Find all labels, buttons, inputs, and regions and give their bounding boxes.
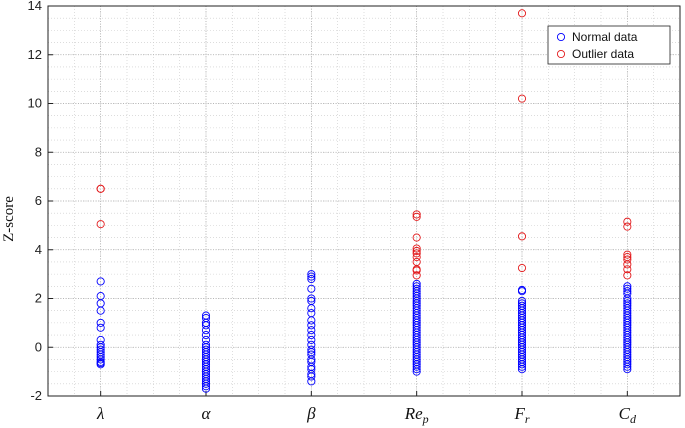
normal-point-lambda — [96, 360, 105, 369]
normal-point-fr — [517, 365, 527, 374]
normal-point-alpha — [201, 331, 211, 340]
normal-point-fr — [517, 362, 527, 371]
outlier-point-fr — [517, 94, 527, 103]
outlier-point-fr — [517, 263, 527, 273]
normal-point-beta — [307, 321, 316, 330]
normal-point-beta — [307, 331, 316, 340]
outlier-point-cd — [623, 217, 632, 226]
x-tick-label-alpha: α — [202, 404, 212, 423]
outlier-point-cd — [623, 260, 632, 269]
normal-point-cd — [623, 360, 632, 369]
x-tick-label-cd: Cd — [619, 404, 637, 426]
normal-point-rep — [412, 362, 421, 371]
normal-point-beta — [307, 372, 316, 381]
outlier-point-rep — [412, 246, 421, 256]
outlier-point-rep — [412, 271, 421, 280]
normal-point-lambda — [96, 323, 105, 332]
outlier-point-cd — [623, 271, 632, 280]
normal-point-beta — [307, 270, 316, 279]
y-tick-label: 10 — [28, 96, 42, 111]
normal-point-rep — [412, 367, 421, 376]
y-axis: -2 0 2 4 6 8 10 12 14 — [28, 0, 53, 403]
legend-marker-1 — [556, 49, 566, 59]
y-tick-label: -2 — [30, 388, 42, 403]
normal-point-alpha — [201, 321, 211, 330]
x-tick-label-lambda: λ — [96, 404, 104, 423]
normal-point-alpha — [201, 326, 211, 335]
normal-point-alpha — [201, 379, 211, 388]
y-tick-label: 14 — [28, 0, 42, 13]
y-tick-label: 12 — [28, 47, 42, 62]
outlier-point-lambda — [96, 220, 105, 229]
normal-point-beta — [307, 272, 316, 281]
outlier-point-rep — [412, 266, 421, 275]
normal-point-beta — [307, 274, 316, 284]
normal-point-lambda — [96, 306, 105, 315]
x-tick-label-beta: β — [306, 404, 316, 423]
y-tick-label: 6 — [35, 193, 42, 208]
y-tick-label: 4 — [35, 242, 42, 257]
legend-label-0: Normal data — [572, 30, 638, 44]
normal-point-beta — [307, 377, 316, 386]
outlier-point-rep — [412, 253, 421, 262]
normal-point-beta — [307, 284, 316, 293]
normal-point-cd — [623, 284, 632, 293]
outlier-point-fr — [517, 232, 527, 241]
outlier-point-cd — [623, 250, 632, 259]
normal-point-lambda — [96, 277, 105, 286]
outlier-point-cd — [623, 222, 632, 231]
normal-point-lambda — [96, 318, 105, 327]
outlier-point-cd — [623, 255, 632, 264]
outlier-point-rep — [412, 212, 421, 221]
y-tick-label: 8 — [35, 144, 42, 159]
normal-point-cd — [623, 362, 632, 371]
normal-point-beta — [307, 294, 316, 303]
y-tick-label: 0 — [35, 339, 42, 354]
normal-point-beta — [307, 335, 316, 344]
y-tick-label: 2 — [35, 291, 42, 306]
legend-label-1: Outlier data — [572, 47, 634, 61]
normal-point-beta — [307, 304, 316, 313]
legend-marker-0 — [556, 32, 566, 42]
normal-point-beta — [307, 345, 316, 354]
legend: Normal data Outlier data — [547, 25, 671, 65]
outlier-point-rep — [412, 244, 421, 253]
outlier-point-rep — [412, 210, 421, 219]
y-axis-label: Z-score — [1, 196, 17, 242]
outlier-point-cd — [623, 265, 632, 274]
normal-point-fr — [517, 360, 527, 369]
normal-point-cd — [623, 365, 632, 374]
normal-point-beta — [307, 316, 316, 325]
legend-box — [547, 25, 671, 65]
normal-point-alpha — [201, 384, 211, 393]
normal-point-alpha — [201, 382, 211, 391]
x-axis: λ α β Rep Fr Cd — [96, 391, 637, 426]
normal-point-beta — [307, 326, 316, 335]
data-points — [96, 9, 632, 393]
normal-point-fr — [517, 287, 527, 296]
normal-point-lambda — [96, 355, 105, 364]
outlier-point-rep — [412, 249, 421, 258]
outlier-point-lambda — [96, 184, 105, 193]
x-tick-label-fr: Fr — [513, 404, 529, 426]
x-tick-label-rep: Rep — [404, 404, 429, 426]
normal-point-rep — [412, 365, 421, 374]
outlier-point-fr — [517, 9, 527, 18]
outlier-point-rep — [412, 233, 421, 242]
